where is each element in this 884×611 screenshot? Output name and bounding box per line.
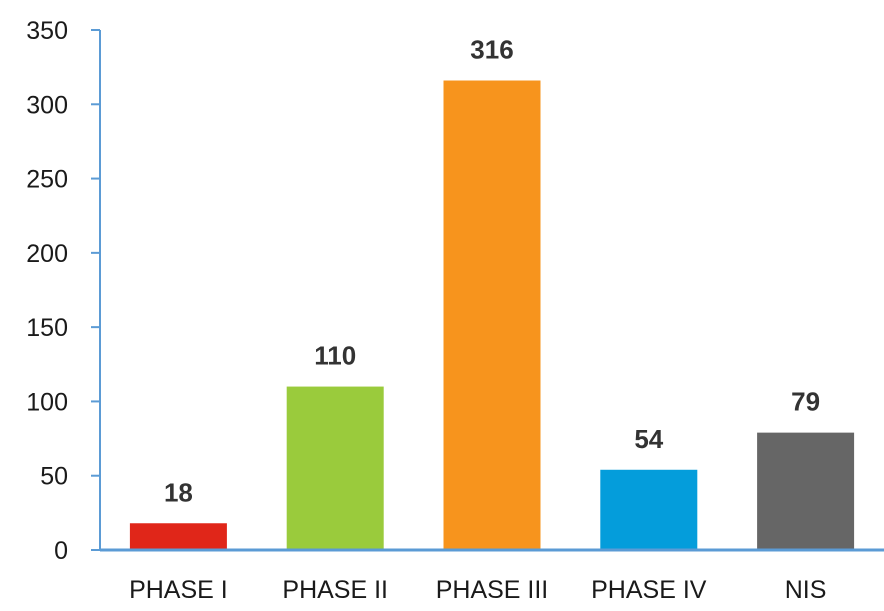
data-label: 316 (470, 35, 513, 65)
x-tick-label: PHASE IV (591, 576, 707, 604)
bar-nis (757, 432, 855, 550)
x-tick-label: NIS (785, 576, 827, 604)
y-tick-label: 0 (54, 537, 68, 565)
x-axis: PHASE I PHASE II PHASE III PHASE IV NIS (100, 548, 884, 604)
x-tick-label: PHASE I (129, 576, 228, 604)
x-tick-label: PHASE II (282, 576, 388, 604)
y-tick-label: 50 (40, 463, 68, 491)
bar-phase-iv (600, 469, 698, 550)
data-label: 79 (791, 387, 820, 417)
y-tick-label: 250 (26, 166, 68, 194)
bar-phase-i (129, 523, 227, 550)
y-tick-label: 300 (26, 91, 68, 119)
data-label: 18 (164, 477, 193, 507)
y-axis: 0 50 100 150 200 250 300 350 (26, 17, 101, 565)
y-tick-label: 350 (26, 17, 68, 45)
data-label: 54 (634, 424, 663, 454)
data-label: 110 (314, 341, 356, 371)
bar-phase-iii (443, 80, 541, 550)
y-tick-label: 150 (26, 314, 68, 342)
bars: 18 110 316 54 79 (129, 35, 855, 550)
x-tick-label: PHASE III (436, 576, 549, 604)
y-tick-label: 200 (26, 240, 68, 268)
y-tick-label: 100 (26, 388, 68, 416)
bar-phase-ii (286, 386, 384, 550)
